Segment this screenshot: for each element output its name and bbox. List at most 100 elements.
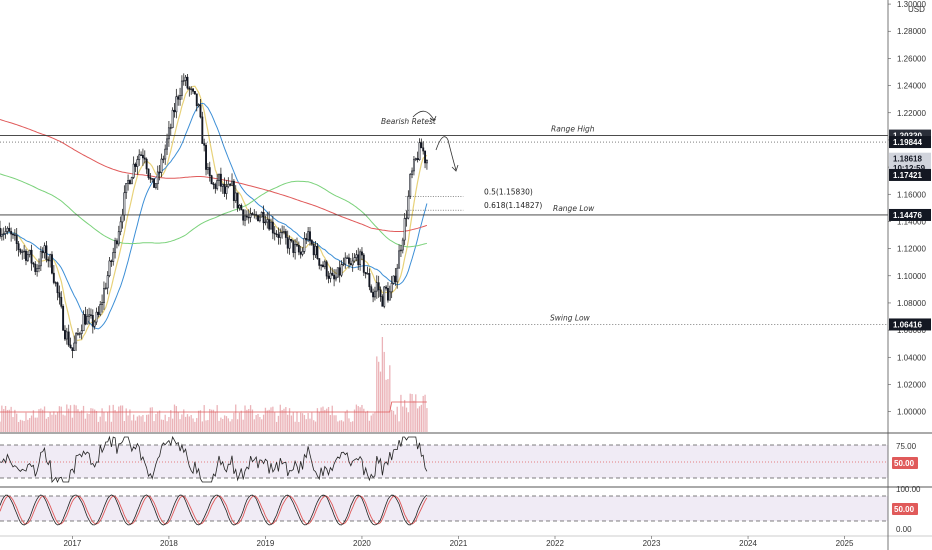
candle [6,226,9,235]
volume-bar [140,416,142,432]
volume-bar [158,410,161,432]
candle [51,251,53,275]
candle [21,249,24,260]
candle-body [175,96,178,113]
ma-200-line [0,119,428,232]
volume-bar [12,417,14,432]
volume-bar [55,414,57,432]
candle-body [151,178,154,180]
candle-body [216,180,219,189]
volume-bar [84,418,87,432]
candle [127,174,130,191]
projection-arrow [435,136,457,171]
candle [186,73,189,90]
volume-bar [218,420,220,432]
candle-body [112,252,115,262]
candle-body [275,233,278,235]
volume-bar [116,412,118,432]
candle-body [305,237,308,240]
candle-body [355,254,358,258]
candle [316,242,319,260]
candle-body [219,173,222,187]
candle-body [414,158,417,161]
volume-bar [261,419,263,432]
volume-bar [300,412,302,432]
candle [270,218,272,230]
price-tick-label: 1.28000 [897,27,926,36]
volume-bar [251,409,254,432]
price-tag-box [889,136,931,149]
volume-bar [266,410,268,432]
volume-bar [120,405,122,432]
volume-bar [220,417,222,432]
candle [288,235,291,255]
volume-bar [277,415,280,432]
candle-body [390,283,393,293]
candle-body [299,251,302,255]
candle-body [247,216,250,219]
candle-body [0,227,1,237]
volume-bar [216,405,218,432]
candle [335,269,337,282]
candle-body [12,233,14,236]
candle [286,230,289,254]
candle-body [386,288,389,301]
candle [10,227,13,242]
candle-body [0,233,3,237]
volume-bar [14,409,16,432]
volume-bar [392,410,395,432]
candle-body [10,231,13,235]
candle [206,163,209,175]
candle-body [138,154,141,160]
candle-body [36,268,39,272]
candle-body [340,264,343,276]
candle-body [214,184,217,189]
volume-bar [183,409,185,432]
horizontal-levels[interactable]: Range High Range Low Swing Low 0.5(1.15830)… [0,125,888,325]
candle [180,75,183,100]
candle [132,156,135,180]
fib-label: 0.5(1.15830) [484,188,533,197]
volume-bar [34,417,36,432]
level-label: Range High [551,125,595,134]
volume-bar [279,404,281,432]
candle-body [91,314,94,327]
candle [388,285,391,301]
candle-body [333,274,336,280]
candle [425,159,428,170]
pane-axis-label: 0.00 [896,525,912,534]
volume-bar [285,407,287,432]
candle-body [82,314,85,332]
candle [218,173,220,187]
candle-body [418,142,421,160]
retest-arrow [412,110,435,121]
ma-medium-line [0,102,428,330]
candle [179,87,181,106]
candle-body [277,234,280,238]
candle [75,331,78,351]
candle-body [424,150,427,164]
volume-bar [23,420,25,432]
candle-body [166,138,169,150]
candle [23,245,26,260]
volume-bar [376,356,378,432]
candle [414,157,417,162]
candle [346,255,349,259]
candle [160,153,163,178]
candle-body [73,342,76,351]
candle-body [2,233,5,235]
candle-body [425,159,428,164]
candle [299,245,302,259]
candle-body [377,282,380,291]
candle-body [206,167,209,170]
candle [262,205,265,230]
volume-bar [17,421,20,432]
candle [193,91,196,95]
time-axis[interactable]: 2017 2018 2019 2020 2021 2022 2023 2024 2025 [63,536,854,548]
volume-bar [129,409,131,432]
candle [348,253,350,269]
volume-bar [396,406,398,432]
candle [88,307,91,325]
